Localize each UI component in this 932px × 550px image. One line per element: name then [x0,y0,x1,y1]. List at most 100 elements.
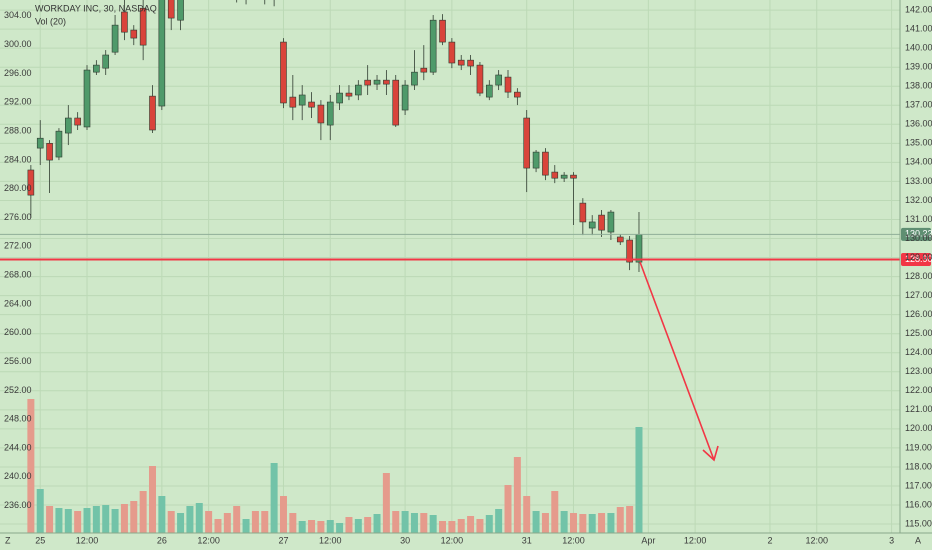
candle-body [93,64,100,73]
volume-bar [541,513,549,533]
volume-bar [457,519,465,533]
volume-bar [27,399,35,533]
volume-bar [420,513,428,533]
y-tick-label: 124.00 [905,347,932,357]
volume-bar [242,519,250,533]
candle-body [607,211,615,233]
y-tick-label: 134.00 [905,157,932,167]
y-tick-label: 138.00 [905,81,932,91]
volume-bar [616,507,624,533]
candle-body [439,19,446,43]
volume-bar [476,519,484,533]
volume-bar [46,506,54,533]
y-tick-label: 135.00 [905,138,932,148]
indicator-label: Vol (20) [35,16,66,26]
price-label-box [901,252,931,266]
y2-tick-label: 280.00 [4,183,32,193]
y2-tick-label: 292.00 [4,97,32,107]
candle-body [167,0,175,19]
candle-body [130,29,138,39]
candle-body [289,96,297,108]
y2-tick-label: 304.00 [4,10,32,20]
candle-body [83,69,91,128]
y-tick-label: 118.00 [905,461,932,471]
candle-body [579,202,587,223]
candle-body [149,95,156,131]
candle-body [36,137,44,149]
volume-bar [270,463,278,533]
x-tick-label: 31 [522,535,532,545]
y-tick-label: 123.00 [905,366,932,376]
y-tick-label: 127.00 [905,290,932,300]
candle-body [514,91,521,98]
candle-body [570,174,577,179]
y2-tick-label: 288.00 [4,125,32,135]
volume-bar [223,513,231,533]
y-tick-label: 139.00 [905,62,932,72]
y2-tick-label: 276.00 [4,212,32,222]
corner-label: A [915,535,921,545]
x-tick-label: 2 [767,535,772,545]
volume-bar [317,521,325,533]
candle-body [355,84,362,96]
x-tick-label: 25 [35,535,45,545]
volume-bar [102,505,110,533]
x-tick-label: 30 [400,535,410,545]
volume-bar [298,521,306,533]
volume-bar [448,521,456,533]
candle-body [111,24,119,53]
candle-body [27,169,35,196]
y-tick-label: 136.00 [905,119,932,129]
candle-body [523,117,531,169]
volume-bar [429,515,437,533]
x-tick-label: 26 [157,535,167,545]
price-label: 130.22 [905,229,932,239]
y2-tick-label: 284.00 [4,154,32,164]
x-tick-label: 12:00 [441,535,464,545]
volume-bar [289,513,297,533]
volume-bar [569,513,577,533]
price-label-box [901,227,931,241]
candle-body [635,234,643,263]
y2-tick-label: 240.00 [4,471,32,481]
candle-body [485,84,493,98]
volume-bar [345,517,353,533]
volume-bar [308,520,316,533]
candle-body [102,54,110,69]
candle-body [46,143,53,161]
volume-bar [598,513,606,533]
volume-bar [523,496,531,533]
candle-body [121,11,128,33]
volume-bar [485,515,493,533]
candle-body [345,92,353,97]
volume-bar [607,513,615,533]
candle-body [457,59,465,66]
y2-tick-label: 296.00 [4,68,32,78]
candle-body [298,94,306,106]
candle-body [420,67,428,73]
candle-body [551,171,559,179]
volume-bar [382,473,390,533]
candle-body [411,71,418,86]
candle-body [429,19,437,73]
candle-body [476,64,484,94]
volume-bar [74,511,82,533]
candles [27,0,643,273]
volume-bar [560,511,568,533]
y-tick-label: 140.00 [905,43,932,53]
volume-bar [36,489,44,533]
y2-tick-label: 272.00 [4,241,32,251]
candle-body [504,76,512,93]
y2-tick-label: 252.00 [4,385,32,395]
candle-body [308,101,315,108]
candle-body [326,101,334,126]
volume-bar [551,491,559,533]
volume-bar [148,466,156,533]
y-tick-label: 132.00 [905,195,932,205]
x-tick-label: 12:00 [76,535,99,545]
y2-tick-label: 244.00 [4,442,32,452]
arrow-shaft [639,261,715,461]
candle-body [626,239,633,263]
volume-bar [373,514,381,533]
